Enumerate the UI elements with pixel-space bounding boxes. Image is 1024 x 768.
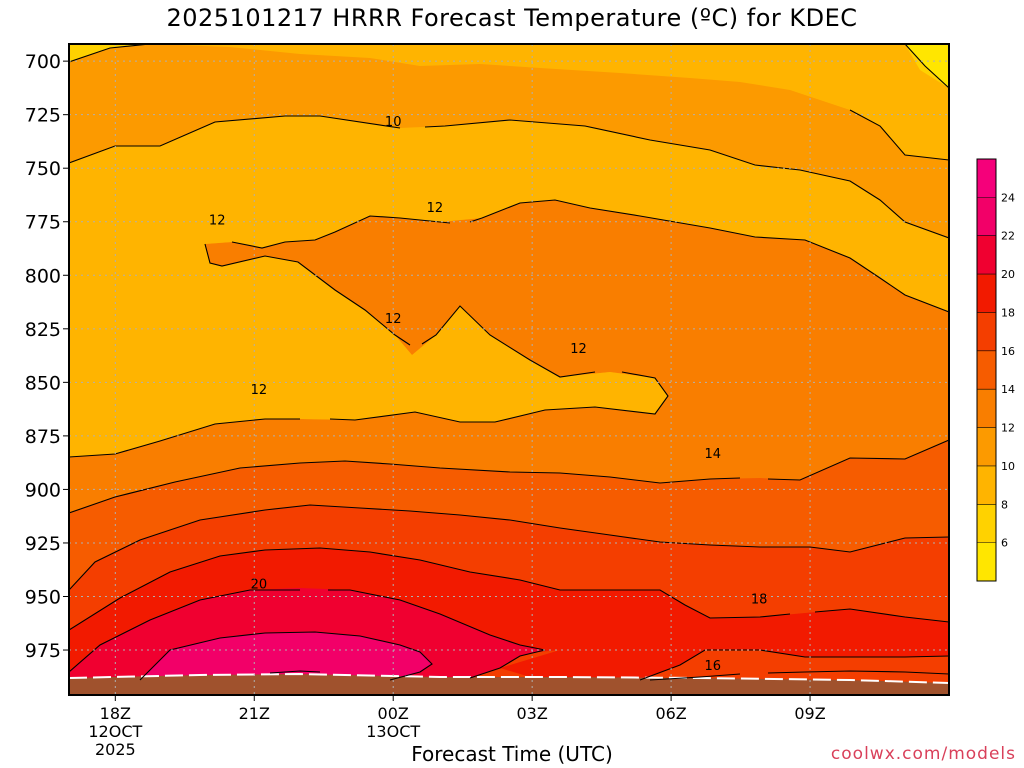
contour-line	[69, 547, 949, 631]
contour-label: 10	[385, 115, 402, 130]
chart-title: 2025101217 HRRR Forecast Temperature (ºC…	[166, 4, 858, 32]
credit-text: coolwx.com/models	[830, 744, 1016, 764]
contour-line	[639, 649, 949, 681]
y-tick-label: 700	[25, 51, 61, 73]
colorbar-tick-label: 6	[1001, 537, 1008, 550]
colorbar-tick-label: 16	[1001, 345, 1015, 358]
band-8-10	[69, 44, 949, 457]
contour-label: 12	[385, 312, 402, 327]
contour-line	[69, 504, 949, 591]
x-tick-label: 18Z	[100, 704, 131, 723]
x-tick-label: 2025	[95, 740, 136, 759]
x-tick-label: 21Z	[239, 704, 270, 723]
y-tick-label: 950	[25, 586, 61, 608]
contour-label: 18	[751, 593, 768, 608]
colorbar-tick-label: 12	[1001, 422, 1015, 435]
colorbar-swatch	[977, 542, 996, 581]
x-tick-label: 03Z	[516, 704, 547, 723]
colorbar-tick-label: 14	[1001, 383, 1015, 396]
colorbar-swatch	[977, 235, 996, 275]
y-tick-label: 800	[25, 265, 61, 287]
band-22-24	[140, 632, 432, 680]
colorbar-swatch	[977, 312, 996, 351]
colorbar-frame	[976, 158, 997, 582]
colorbar: 6 8 10 12 14 16 18 20 22 24	[976, 158, 1015, 582]
y-tick-label: 875	[25, 426, 61, 448]
colorbar-swatch	[977, 274, 996, 313]
y-tick-label: 825	[25, 319, 61, 341]
colorbar-tick-label: 8	[1001, 498, 1008, 511]
y-tick-label: 775	[25, 212, 61, 234]
band-le6	[905, 44, 949, 88]
colorbar-swatch	[977, 465, 996, 505]
colorbar-swatch	[977, 504, 996, 543]
filled-contours	[69, 44, 949, 695]
colorbar-tick-label: 24	[1001, 191, 1015, 204]
x-tick-label: 09Z	[794, 704, 825, 723]
colorbar-swatch	[977, 427, 996, 466]
contour-label: 12	[251, 383, 268, 398]
colorbar-tick-label: 20	[1001, 268, 1015, 281]
x-tick-label: 06Z	[655, 704, 686, 723]
y-tick-label: 975	[25, 640, 61, 662]
contour-line	[69, 589, 546, 679]
colorbar-tick-label: 22	[1001, 230, 1015, 243]
surface-line	[69, 672, 949, 684]
y-tick-label: 725	[25, 105, 61, 127]
contour-lines	[69, 44, 949, 681]
colorbar-swatch	[977, 159, 996, 198]
contour-label: 14	[705, 447, 722, 462]
colorbar-tick-label: 10	[1001, 460, 1015, 473]
contour-label: 12	[209, 214, 226, 229]
contour-label: 20	[251, 578, 268, 593]
contour-label: 16	[705, 659, 722, 674]
x-axis-label: Forecast Time (UTC)	[411, 742, 613, 766]
y-axis: 700 725 750 775 800 825 850 875 900 925 950 975	[25, 51, 69, 662]
contour-label: 12	[570, 342, 587, 357]
contour-line	[139, 631, 433, 681]
contour-line	[69, 44, 151, 63]
contour-line	[904, 44, 949, 89]
y-tick-label: 850	[25, 372, 61, 394]
y-tick-label: 750	[25, 158, 61, 180]
contour-labels: 10 12 12 12 12 12 14 18 20 16	[209, 115, 767, 674]
x-tick-label: 00Z	[378, 704, 409, 723]
contour-label: 12	[427, 201, 444, 216]
contour-line	[649, 670, 949, 681]
contour-line	[69, 439, 949, 514]
colorbar-swatch	[977, 197, 996, 236]
contour-line	[849, 109, 949, 161]
contour-line	[69, 199, 949, 458]
x-tick-label: 12OCT	[88, 722, 142, 741]
colorbar-swatch	[977, 350, 996, 390]
plot-frame	[68, 43, 950, 696]
y-tick-label: 900	[25, 479, 61, 501]
contour-line	[269, 670, 321, 674]
y-tick-label: 925	[25, 533, 61, 555]
colorbar-swatch	[977, 389, 996, 428]
colorbar-tick-label: 18	[1001, 306, 1015, 319]
grid-lines	[69, 44, 949, 695]
x-tick-label: 13OCT	[366, 722, 420, 741]
